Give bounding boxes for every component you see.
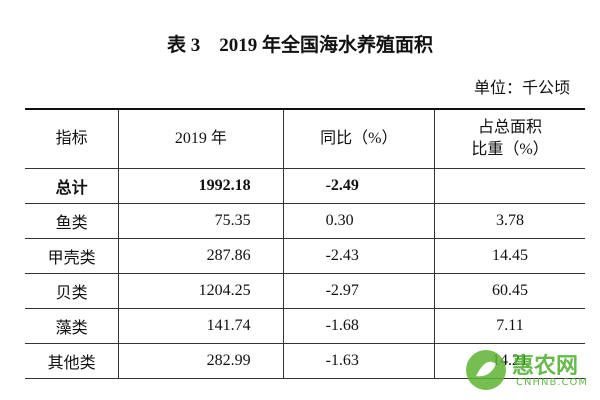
cell: 7.11 — [434, 308, 585, 344]
cell — [434, 168, 585, 204]
data-table: 指标 2019 年同比（%） 占总面积 比重（%） 总计 1992.18 -2.49 鱼类 7… — [25, 108, 585, 379]
cell: 60.45 — [434, 273, 585, 309]
header-line: 比重（%） — [471, 141, 549, 158]
cell: 鱼类 — [25, 203, 119, 239]
cell: 总计 — [25, 168, 119, 204]
header-cell: 同比（%） — [282, 108, 435, 169]
cell: 282.99 — [118, 343, 284, 379]
table-row: 藻类 141.74 -1.68 7.11 — [25, 308, 585, 344]
cell: 3.78 — [434, 203, 585, 239]
cell: -2.97 — [282, 273, 435, 309]
cell: -1.68 — [282, 308, 435, 344]
watermark-site: CNHNB.COM — [516, 377, 588, 388]
cell: -1.63 — [282, 343, 435, 379]
unit: 单位：千公顷 — [473, 80, 570, 97]
table-body: 总计 1992.18 -2.49 鱼类 75.35 0.30 3.78 甲壳类 287.86 -2… — [25, 168, 585, 379]
cell: 287.86 — [118, 238, 284, 274]
header-cell: 2019 年 — [118, 108, 284, 169]
cell: 141.74 — [118, 308, 284, 344]
table-row: 总计 1992.18 -2.49 — [25, 168, 585, 204]
cell: 贝类 — [25, 273, 119, 309]
header-cell: 指标 — [25, 108, 119, 169]
cell: 其他类 — [25, 343, 119, 379]
table-row: 鱼类 75.35 0.30 3.78 — [25, 203, 585, 239]
table-header: 指标 2019 年同比（%） 占总面积 比重（%） — [25, 108, 585, 169]
watermark: 惠农网 CNHNB.COM — [464, 346, 594, 394]
watermark-logo — [466, 350, 506, 390]
cell: -2.49 — [282, 168, 435, 204]
table-row: 甲壳类 287.86 -2.43 14.45 — [25, 238, 585, 274]
cell: 75.35 — [118, 203, 284, 239]
cell: 0.30 — [282, 203, 435, 239]
cell: 1992.18 — [118, 168, 284, 204]
cell: 甲壳类 — [25, 238, 119, 274]
table-row: 其他类 282.99 -1.63 14.21 — [25, 343, 585, 379]
header-line: 占总面积 — [478, 119, 543, 136]
cell: 14.45 — [434, 238, 585, 274]
cell: 藻类 — [25, 308, 119, 344]
cell: -2.43 — [282, 238, 435, 274]
watermark-name: 惠农网 — [512, 354, 579, 379]
header-row: 指标 2019 年同比（%） 占总面积 比重（%） — [25, 108, 585, 169]
cell: 1204.25 — [118, 273, 284, 309]
header-cell: 占总面积比重（%） — [434, 108, 585, 169]
cell: 14.21 — [434, 343, 585, 379]
title: 表 3 2019 年全国海水养殖面积 — [166, 35, 433, 56]
table-row: 贝类 1204.25 -2.97 60.45 — [25, 273, 585, 309]
